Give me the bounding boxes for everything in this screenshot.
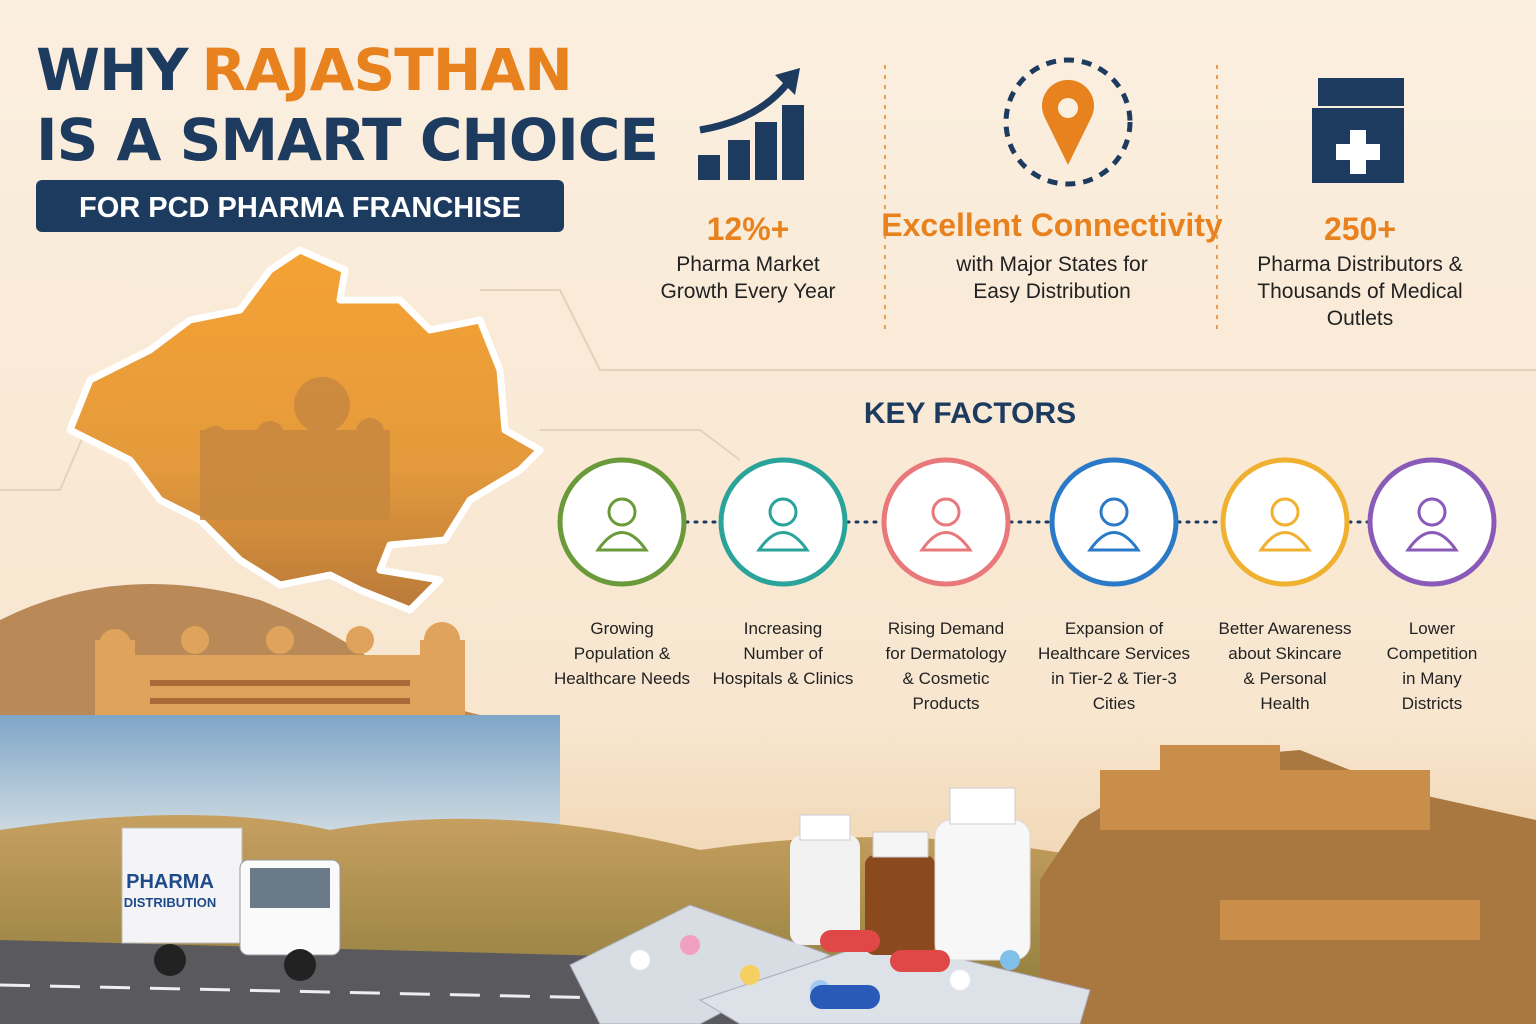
location-icon <box>1003 57 1133 187</box>
factor-circle <box>557 457 687 587</box>
hill-fort <box>1040 745 1536 1024</box>
factor-text: Healthcare Needs <box>554 669 690 688</box>
factor-circle <box>1367 457 1497 587</box>
factor-icon <box>1258 531 1312 552</box>
decor-lines <box>0 289 1536 491</box>
factor-text: Rising Demand <box>888 619 1004 638</box>
factor-circle <box>1220 457 1350 587</box>
stat-text: Pharma Distributors & <box>1257 253 1462 276</box>
factor-text: in Many <box>1402 669 1462 688</box>
factor-icon <box>1270 497 1300 527</box>
title: WHY RAJASTHAN <box>36 36 572 104</box>
factor-icon <box>595 531 649 552</box>
stat-text: with Major States for <box>955 253 1147 276</box>
factor-icon <box>1417 497 1447 527</box>
title-word: WHY <box>36 36 190 104</box>
map-fort <box>200 377 390 520</box>
stat-text: Growth Every Year <box>660 280 835 303</box>
factor-text: & Personal <box>1243 669 1326 688</box>
palace-windows <box>150 680 410 704</box>
title-highlight: RAJASTHAN <box>202 36 572 104</box>
factor-text: Expansion of <box>1065 619 1164 638</box>
medicines <box>569 787 1091 1024</box>
factor-circle <box>718 457 848 587</box>
factor-text: Districts <box>1402 694 1462 713</box>
factor-text: Population & <box>574 644 671 663</box>
factor-text: for Dermatology <box>886 644 1007 663</box>
factor-text: Lower <box>1409 619 1456 638</box>
truck: PHARMA DISTRIBUTION <box>121 827 341 981</box>
truck-text: DISTRIBUTION <box>124 895 216 910</box>
factor-text: Healthcare Services <box>1038 644 1190 663</box>
factor-icon <box>756 531 810 552</box>
stat-headline: 250+ <box>1324 211 1396 247</box>
factor-text: & Cosmetic <box>903 669 990 688</box>
stat-text: Outlets <box>1327 307 1394 330</box>
factor-text: Better Awareness <box>1219 619 1352 638</box>
section-title: KEY FACTORS <box>864 397 1076 430</box>
stat-headline: 12%+ <box>707 211 790 247</box>
stat-headline: Excellent Connectivity <box>881 207 1223 243</box>
factor-icon <box>1087 531 1141 552</box>
stat-text: Thousands of Medical <box>1257 280 1462 303</box>
truck-text: PHARMA <box>126 871 214 893</box>
factor-text: Competition <box>1387 644 1478 663</box>
factor-icon <box>607 497 637 527</box>
factor-icon <box>919 531 973 552</box>
factor-text: Hospitals & Clinics <box>713 669 854 688</box>
factor-icon <box>1405 531 1459 552</box>
road <box>0 940 760 1024</box>
factor-text: about Skincare <box>1228 644 1341 663</box>
factor-text: Health <box>1260 694 1309 713</box>
factor-text: Increasing <box>744 619 822 638</box>
road-marking <box>0 983 701 1002</box>
badge <box>36 180 564 232</box>
badge-text: FOR PCD PHARMA FRANCHISE <box>79 192 521 224</box>
lake <box>0 715 560 835</box>
factor-icon <box>768 497 798 527</box>
pharmacy-icon <box>1312 78 1404 183</box>
factor-text: Number of <box>743 644 823 663</box>
factor-text: Growing <box>590 619 653 638</box>
factor-text: Products <box>912 694 979 713</box>
factor-icon <box>931 497 961 527</box>
title: IS A SMART CHOICE <box>36 106 658 174</box>
factor-text: in Tier-2 & Tier-3 <box>1051 669 1177 688</box>
stat-text: Easy Distribution <box>973 280 1131 303</box>
factor-circle <box>1049 457 1179 587</box>
factor-circle <box>881 457 1011 587</box>
growth-icon <box>698 68 804 180</box>
factor-text: Cities <box>1093 694 1136 713</box>
factor-icon <box>1099 497 1129 527</box>
stat-text: Pharma Market <box>676 253 820 276</box>
